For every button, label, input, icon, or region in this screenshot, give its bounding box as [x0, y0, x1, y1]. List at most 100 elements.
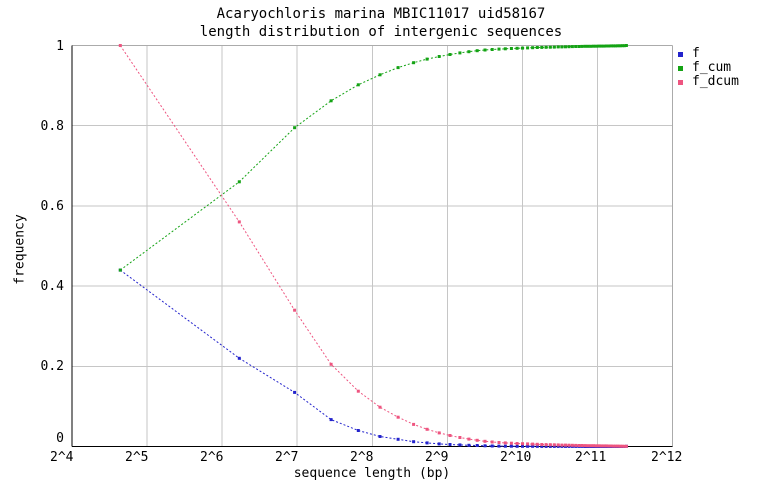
data-point-f_cum [597, 44, 601, 48]
y-tick-label: 0.2 [40, 359, 64, 374]
data-point-f [467, 443, 471, 447]
data-point-f_dcum [531, 442, 535, 446]
data-point-f_cum [448, 53, 452, 56]
data-point-f_cum [609, 44, 613, 48]
data-point-f_cum [521, 46, 524, 50]
data-point-f_dcum [458, 436, 462, 439]
data-point-f_dcum [521, 442, 524, 446]
data-point-f [293, 390, 297, 394]
data-point-f_cum [616, 44, 620, 48]
legend-label: f_dcum [692, 74, 739, 89]
data-point-f [329, 418, 333, 422]
data-point-f_dcum [497, 441, 501, 444]
data-point-f_dcum [599, 444, 603, 448]
data-point-f_cum [503, 47, 507, 51]
x-tick-label: 2^5 [125, 450, 149, 465]
data-point-f_cum [570, 45, 574, 49]
legend-marker-icon [678, 51, 683, 57]
data-point-f_dcum [544, 443, 548, 447]
data-point-f_cum [412, 61, 416, 65]
data-point-f_cum [552, 45, 556, 49]
data-point-f_dcum [597, 444, 601, 448]
data-point-f [458, 443, 462, 447]
data-point-f_cum [583, 44, 587, 48]
x-tick-label: 2^8 [350, 450, 374, 465]
data-point-f_dcum [604, 444, 608, 448]
data-point-f_dcum [574, 443, 578, 447]
data-point-f_dcum [560, 443, 564, 447]
data-point-f_dcum [618, 444, 622, 448]
legend-item-f: f [678, 47, 700, 61]
data-point-f_cum [586, 44, 590, 48]
data-point-f [531, 444, 535, 448]
legend-item-f_cum: f_cum [678, 61, 731, 75]
data-point-f [378, 435, 382, 438]
x-tick-label: 2^10 [500, 450, 532, 465]
data-point-f_cum [548, 45, 552, 49]
data-point-f [475, 444, 479, 447]
data-point-f [412, 440, 416, 444]
y-tick-label: 0 [56, 431, 64, 446]
data-point-f_dcum [237, 220, 241, 224]
data-point-f [509, 444, 513, 448]
data-point-f_cum [437, 55, 441, 58]
data-point-f_cum [564, 45, 567, 49]
data-point-f [540, 444, 544, 448]
data-point-f [437, 442, 441, 446]
legend-label: f [692, 46, 700, 61]
data-point-f_dcum [580, 444, 584, 447]
chart-title-line2: length distribution of intergenic sequen… [199, 24, 563, 40]
data-point-f [237, 356, 241, 360]
data-point-f_cum [237, 180, 241, 184]
data-point-f_dcum [293, 308, 297, 312]
data-point-f_dcum [609, 444, 613, 448]
y-tick-label: 0.6 [40, 199, 64, 214]
y-axis-label: frequency [12, 214, 28, 285]
data-point-f_cum [607, 44, 611, 48]
data-point-f_cum [594, 44, 598, 48]
data-point-f_dcum [515, 442, 519, 445]
data-point-f_cum [356, 83, 360, 87]
data-point-f_cum [574, 45, 578, 48]
data-point-f_dcum [607, 444, 611, 448]
x-tick-label: 2^6 [200, 450, 224, 465]
data-point-f [356, 429, 360, 432]
data-point-f_dcum [567, 443, 571, 447]
data-point-f_dcum [448, 434, 452, 437]
data-point-f_cum [378, 73, 382, 77]
data-point-f_cum [483, 48, 487, 52]
data-point-f_cum [509, 47, 513, 50]
data-point-f_dcum [589, 444, 593, 448]
data-point-f_cum [580, 44, 584, 48]
data-point-f_dcum [577, 444, 581, 447]
data-point-f [497, 444, 501, 448]
data-point-f [503, 444, 507, 448]
data-point-f_dcum [329, 362, 333, 366]
data-point-f_cum [396, 66, 400, 70]
data-point-f_dcum [592, 444, 595, 448]
chart-title-line1: Acaryochloris marina MBIC11017 uid58167 [216, 6, 546, 22]
x-tick-label: 2^7 [275, 450, 299, 465]
y-tick-label: 0.8 [40, 119, 64, 134]
data-point-f_cum [540, 45, 544, 49]
series-line-f_cum [120, 45, 627, 271]
data-point-f_cum [490, 48, 494, 51]
x-tick-label: 2^4 [50, 450, 74, 465]
y-tick-label: 0.4 [40, 279, 64, 294]
legend-item-f_dcum: f_dcum [678, 75, 739, 89]
data-point-f [548, 444, 552, 448]
data-point-f_cum [567, 45, 571, 49]
data-point-f_dcum [425, 427, 429, 431]
data-point-f_dcum [602, 444, 606, 448]
x-tick-label: 2^11 [575, 450, 607, 465]
data-point-f_dcum [378, 405, 382, 409]
data-point-f_cum [556, 45, 560, 49]
x-tick-label: 2^9 [425, 450, 449, 465]
data-point-f_dcum [583, 444, 587, 448]
data-point-f [515, 444, 519, 448]
data-point-f_cum [467, 50, 471, 54]
data-point-f [526, 444, 530, 448]
data-point-f_cum [118, 268, 122, 272]
data-point-f_dcum [620, 444, 624, 448]
data-point-f_dcum [503, 441, 507, 445]
